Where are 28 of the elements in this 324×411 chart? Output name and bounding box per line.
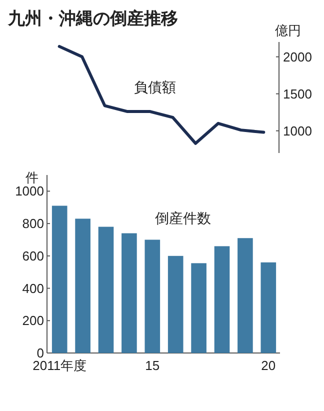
x-tick-label: 2011年度 [32, 358, 87, 373]
series-label: 倒産件数 [155, 210, 211, 226]
y-tick-label: 800 [22, 216, 44, 232]
y-tick-label: 600 [22, 248, 44, 264]
bar [260, 262, 276, 353]
bar [238, 238, 253, 353]
y-axis-title: 件 [26, 170, 38, 185]
y-axis-title: 億円 [275, 23, 301, 38]
bar [75, 218, 90, 353]
y-tick-label: 2000 [283, 49, 312, 64]
bar [168, 256, 184, 353]
y-tick-label: 200 [22, 313, 44, 328]
bar [122, 233, 137, 353]
y-tick-label: 0 [36, 346, 44, 360]
x-tick-label: 20 [261, 358, 276, 373]
bar [52, 206, 68, 353]
y-tick-label: 1000 [283, 123, 312, 138]
chart-title: 九州・沖縄の倒産推移 [7, 9, 178, 28]
bar [144, 240, 160, 353]
y-tick-label: 1500 [283, 86, 312, 102]
y-tick-label: 1000 [15, 184, 44, 199]
bar [98, 226, 114, 353]
bar [214, 246, 230, 353]
x-tick-label: 15 [145, 358, 160, 373]
bar [191, 263, 206, 353]
series-label: 負債額 [134, 79, 176, 95]
line-series [58, 44, 266, 145]
y-tick-label: 400 [22, 280, 44, 296]
